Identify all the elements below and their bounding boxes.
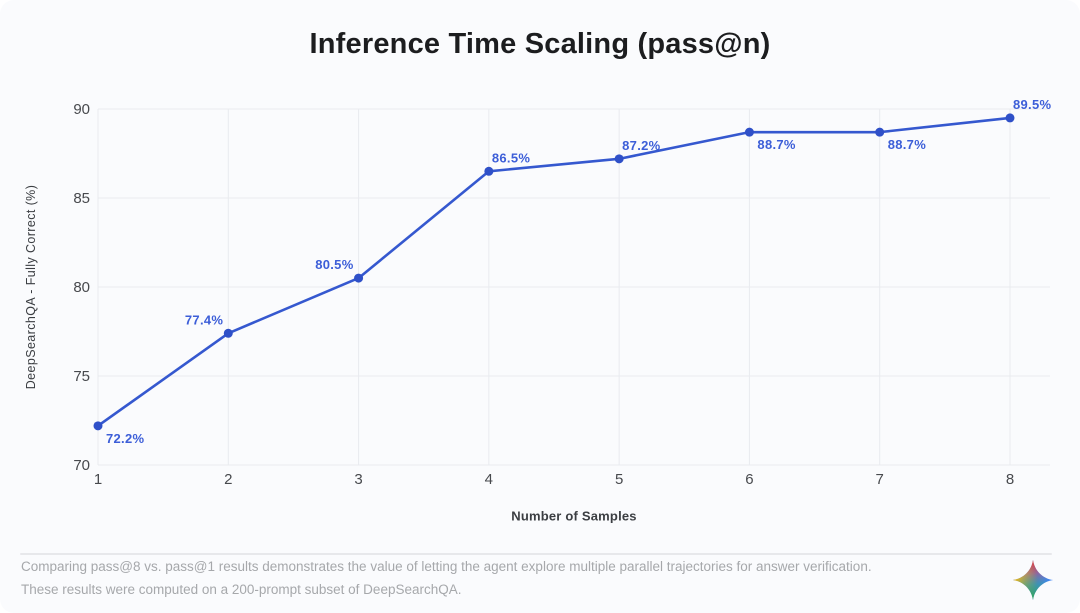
x-tick-label: 1 bbox=[94, 471, 102, 488]
data-point bbox=[875, 127, 885, 137]
data-point bbox=[1005, 113, 1015, 123]
y-tick-label: 70 bbox=[73, 457, 90, 474]
y-tick-label: 80 bbox=[73, 279, 90, 296]
x-axis-title: Number of Samples bbox=[511, 508, 637, 524]
data-point-label: 80.5% bbox=[315, 257, 354, 272]
data-point-label: 88.7% bbox=[888, 137, 927, 152]
sparkle-bottom-tint bbox=[1012, 559, 1054, 601]
chart-title: Inference Time Scaling (pass@n) bbox=[309, 28, 771, 60]
gemini-sparkle-icon bbox=[1012, 559, 1054, 601]
x-tick-label: 4 bbox=[485, 471, 493, 488]
data-point-label: 88.7% bbox=[757, 137, 796, 152]
data-point-label: 89.5% bbox=[1013, 97, 1052, 112]
series-line bbox=[96, 116, 1012, 428]
y-tick-label: 85 bbox=[73, 190, 90, 207]
data-point-label: 72.2% bbox=[106, 431, 145, 446]
data-point bbox=[93, 421, 103, 431]
x-tick-label: 7 bbox=[876, 471, 884, 488]
footer-caption-line1: Comparing pass@8 vs. pass@1 results demo… bbox=[21, 559, 872, 574]
data-point bbox=[354, 273, 364, 283]
footer-caption-line2: These results were computed on a 200-pro… bbox=[21, 582, 462, 597]
footer-divider bbox=[20, 553, 1052, 555]
data-point-label: 87.2% bbox=[622, 138, 661, 153]
data-point-label: 86.5% bbox=[492, 150, 531, 165]
data-point bbox=[223, 328, 233, 338]
y-tick-label: 90 bbox=[73, 101, 90, 118]
data-point bbox=[484, 166, 494, 176]
x-tick-label: 2 bbox=[224, 471, 232, 488]
footer-caption: Comparing pass@8 vs. pass@1 results demo… bbox=[21, 555, 1001, 601]
y-axis-title: DeepSearchQA - Fully Correct (%) bbox=[24, 184, 38, 390]
data-point bbox=[744, 127, 754, 137]
x-tick-label: 6 bbox=[745, 471, 753, 488]
data-point-label: 77.4% bbox=[185, 312, 224, 327]
x-tick-label: 8 bbox=[1006, 471, 1014, 488]
data-point bbox=[614, 154, 624, 164]
x-tick-label: 3 bbox=[354, 471, 362, 488]
chart-canvas: 70 75 80 85 90 1 2 3 4 5 6 7 8 72.2% 77.4% 80.5% 86.5% 87… bbox=[73, 97, 1052, 488]
x-tick-label: 5 bbox=[615, 471, 623, 488]
y-tick-label: 75 bbox=[73, 368, 90, 385]
